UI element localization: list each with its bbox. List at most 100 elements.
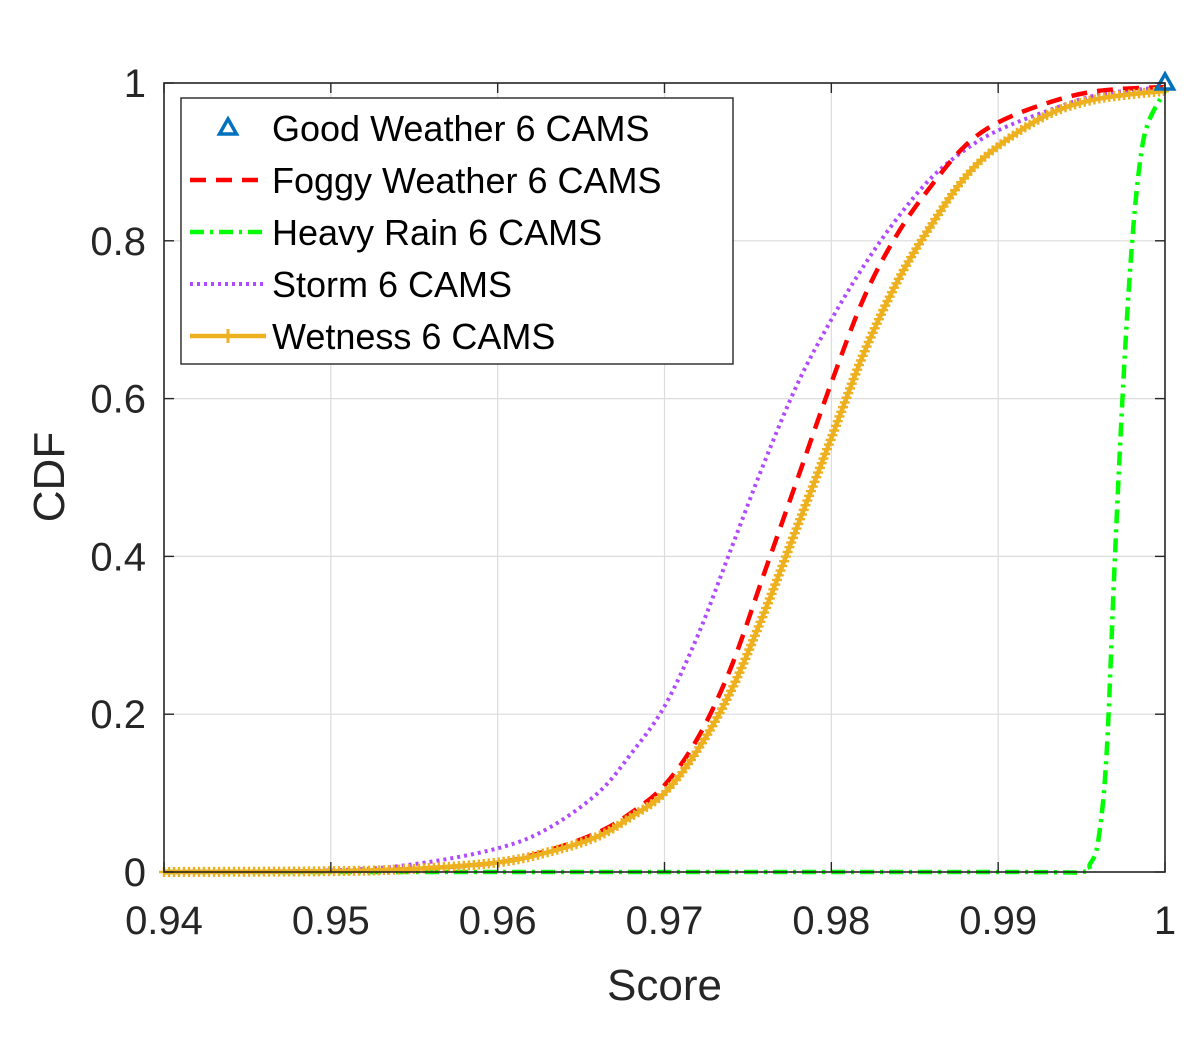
plus-marker xyxy=(770,579,781,590)
plus-marker xyxy=(861,341,872,352)
plus-marker xyxy=(576,837,587,848)
legend-item-good-weather-6-cams: Good Weather 6 CAMS xyxy=(216,108,650,149)
plus-marker xyxy=(1042,110,1053,121)
plus-marker xyxy=(827,430,838,441)
y-tick-label: 0 xyxy=(124,851,146,895)
x-tick-label: 0.99 xyxy=(959,899,1037,943)
plus-marker xyxy=(1055,104,1066,115)
plus-marker xyxy=(843,388,854,399)
plus-marker xyxy=(825,434,836,445)
series-wetness-6-cams xyxy=(159,86,1169,877)
legend-label: Foggy Weather 6 CAMS xyxy=(272,160,662,201)
plus-marker xyxy=(532,849,543,860)
y-tick-label: 0.2 xyxy=(90,693,146,737)
plus-marker xyxy=(547,846,558,857)
plus-marker xyxy=(773,570,784,581)
plus-marker xyxy=(772,574,782,585)
plus-marker xyxy=(802,495,813,506)
plus-marker xyxy=(787,532,798,543)
plus-marker xyxy=(1074,97,1085,108)
plus-marker xyxy=(1051,105,1062,116)
axis-ticks: 0.94 0.95 0.96 0.97 0.98 0.99 1 0 0.2 0.4 0.6 0.8 1 xyxy=(90,62,1176,943)
plus-marker xyxy=(775,565,786,576)
legend-item-storm-6-cams: Storm 6 CAMS xyxy=(190,264,512,305)
plus-marker xyxy=(1065,100,1076,111)
plus-marker xyxy=(798,504,809,515)
plus-marker xyxy=(829,425,840,436)
plus-marker xyxy=(757,612,768,623)
legend-label: Good Weather 6 CAMS xyxy=(272,108,650,149)
plus-marker xyxy=(800,500,811,511)
plus-marker xyxy=(762,598,773,609)
plus-marker xyxy=(809,476,820,487)
plus-marker xyxy=(804,490,815,501)
plus-marker xyxy=(814,462,825,473)
legend-box xyxy=(180,97,734,365)
plus-marker xyxy=(850,369,861,380)
series-storm-6-cams xyxy=(163,84,1166,874)
plus-marker xyxy=(730,676,741,687)
plus-marker xyxy=(1046,107,1057,118)
plus-marker xyxy=(854,360,865,371)
plus-marker xyxy=(590,832,601,843)
plus-marker xyxy=(742,649,753,660)
x-tick-label: 0.94 xyxy=(125,899,203,943)
x-axis-label: Score xyxy=(607,961,722,1010)
plus-marker xyxy=(585,834,596,845)
plus-marker xyxy=(744,644,755,655)
plus-marker xyxy=(846,378,857,389)
plus-marker xyxy=(873,314,884,325)
plus-marker xyxy=(732,672,743,683)
plus-marker xyxy=(728,681,739,692)
plus-marker xyxy=(841,392,852,403)
plus-marker xyxy=(839,397,850,408)
plus-marker xyxy=(1060,102,1071,113)
plus-marker xyxy=(813,467,824,478)
series-line xyxy=(163,84,1166,874)
legend: Good Weather 6 CAMS Foggy Weather 6 CAMS H… xyxy=(180,97,734,365)
plus-marker xyxy=(740,653,751,664)
series-layer xyxy=(159,70,1177,877)
plus-marker xyxy=(766,588,777,599)
plus-marker xyxy=(832,416,843,427)
legend-label: Heavy Rain 6 CAMS xyxy=(272,212,602,253)
plus-marker xyxy=(779,556,790,567)
plus-marker xyxy=(736,663,747,674)
plus-marker xyxy=(859,346,870,357)
plus-marker xyxy=(871,318,882,329)
x-tick-label: 0.95 xyxy=(292,899,370,943)
plus-marker xyxy=(784,542,795,553)
legend-item-wetness-6-cams: Wetness 6 CAMS xyxy=(190,316,555,357)
plus-marker xyxy=(734,667,745,678)
plus-marker xyxy=(855,355,866,366)
plus-marker xyxy=(820,448,831,459)
plus-marker xyxy=(738,658,749,669)
y-axis-label: CDF xyxy=(25,432,74,522)
plus-marker xyxy=(746,639,757,650)
plus-marker xyxy=(816,458,827,469)
legend-item-foggy-weather-6-cams: Foggy Weather 6 CAMS xyxy=(190,160,662,201)
legend-label: Wetness 6 CAMS xyxy=(272,316,555,357)
plus-marker xyxy=(751,626,762,637)
plus-marker xyxy=(749,630,760,641)
plus-marker xyxy=(845,383,856,394)
plus-marker xyxy=(1070,99,1081,110)
plus-marker xyxy=(865,332,876,343)
plus-marker xyxy=(789,528,800,539)
plus-marker xyxy=(755,616,766,627)
plus-marker xyxy=(867,327,878,338)
plus-marker xyxy=(528,851,539,862)
plus-marker xyxy=(537,848,548,859)
y-tick-label: 1 xyxy=(124,62,146,106)
legend-swatch xyxy=(216,115,240,136)
plus-marker xyxy=(818,453,829,464)
plus-marker xyxy=(552,844,563,855)
plus-marker xyxy=(764,593,775,604)
plus-marker xyxy=(571,839,582,850)
legend-swatch-marker xyxy=(221,329,235,343)
plus-marker xyxy=(791,523,802,534)
plus-marker xyxy=(782,546,793,557)
plus-marker xyxy=(822,444,833,455)
x-tick-label: 0.98 xyxy=(792,899,870,943)
